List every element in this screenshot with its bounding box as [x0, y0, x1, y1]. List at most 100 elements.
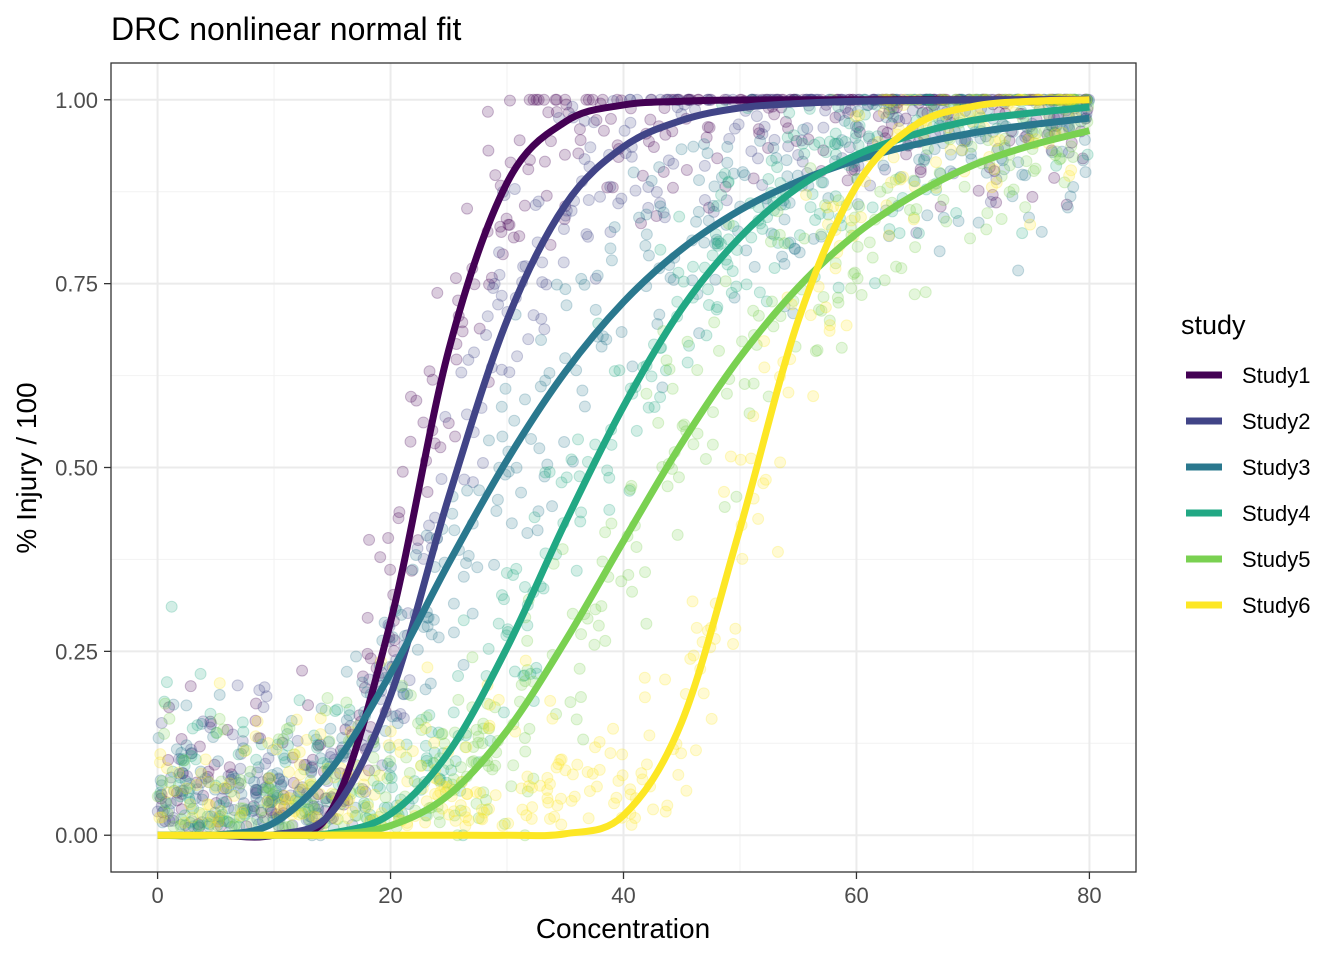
data-point — [267, 789, 280, 802]
data-point — [233, 811, 246, 824]
data-point — [804, 201, 817, 214]
data-point — [294, 783, 307, 796]
data-point — [277, 789, 290, 802]
data-point — [894, 173, 907, 186]
data-point — [612, 197, 625, 210]
data-point — [172, 779, 185, 792]
data-point — [604, 180, 617, 193]
data-point — [361, 647, 374, 660]
data-point — [223, 761, 236, 774]
data-point — [227, 770, 240, 783]
data-point — [753, 286, 766, 299]
data-point — [642, 249, 655, 262]
data-point — [454, 761, 467, 774]
data-point — [703, 121, 716, 134]
data-point — [745, 145, 758, 158]
data-point — [1030, 127, 1043, 140]
data-point — [220, 815, 233, 828]
data-point — [461, 484, 474, 497]
data-point — [736, 552, 749, 565]
data-point — [903, 203, 916, 216]
data-point — [298, 763, 311, 776]
data-point — [680, 784, 693, 797]
data-point — [364, 808, 377, 821]
data-point — [706, 249, 719, 262]
data-point — [247, 804, 260, 817]
data-point — [457, 614, 470, 627]
legend: study Study1 Study2 Study3 Study4 Study5 Stud… — [1181, 310, 1311, 618]
data-point — [213, 810, 226, 823]
data-point — [428, 746, 441, 759]
data-point — [807, 390, 820, 403]
data-point — [756, 178, 769, 191]
data-point — [264, 782, 277, 795]
data-point — [601, 464, 614, 477]
data-point — [400, 738, 413, 751]
data-point — [701, 120, 714, 133]
data-point — [625, 150, 638, 163]
data-point — [1061, 201, 1074, 214]
data-point — [459, 820, 472, 833]
data-point — [1003, 185, 1016, 198]
data-point — [215, 792, 228, 805]
data-point — [654, 200, 667, 213]
data-point — [475, 812, 488, 825]
data-point — [417, 416, 430, 429]
data-point — [734, 453, 747, 466]
data-point — [296, 783, 309, 796]
data-point — [234, 777, 247, 790]
data-point — [525, 812, 538, 825]
data-point — [356, 676, 369, 689]
data-point — [1067, 150, 1080, 163]
data-point — [271, 791, 284, 804]
data-point — [536, 256, 549, 269]
data-point — [866, 251, 879, 264]
data-point — [580, 228, 593, 241]
data-point — [833, 108, 846, 121]
data-point — [202, 776, 215, 789]
data-point — [518, 669, 531, 682]
data-point — [483, 278, 496, 291]
data-point — [582, 93, 595, 106]
data-point — [236, 716, 249, 729]
data-point — [507, 759, 520, 772]
data-point — [740, 278, 753, 291]
data-point — [238, 807, 251, 820]
data-point — [640, 208, 653, 221]
data-point — [210, 726, 223, 739]
data-point — [515, 782, 528, 795]
data-point — [201, 817, 214, 830]
data-point — [518, 199, 531, 212]
data-point — [291, 734, 304, 747]
data-point — [376, 759, 389, 772]
data-point — [986, 188, 999, 201]
data-point — [880, 111, 893, 124]
data-point — [691, 364, 704, 377]
data-point — [232, 748, 245, 761]
data-point — [314, 728, 327, 741]
data-point — [784, 236, 797, 249]
data-point — [252, 761, 265, 774]
data-point — [756, 222, 769, 235]
data-point — [382, 531, 395, 544]
data-point — [293, 808, 306, 821]
data-point — [535, 333, 548, 346]
data-point — [410, 394, 423, 407]
data-point — [770, 152, 783, 165]
data-point — [265, 795, 278, 808]
data-point — [715, 188, 728, 201]
data-point — [213, 799, 226, 812]
x-tick-label: 40 — [611, 883, 635, 908]
data-point — [899, 112, 912, 125]
data-point — [829, 257, 842, 270]
data-point — [543, 466, 556, 479]
data-point — [560, 98, 573, 111]
data-point — [364, 652, 377, 665]
data-point — [427, 613, 440, 626]
data-point — [213, 677, 226, 690]
data-point — [1053, 153, 1066, 166]
data-point — [202, 765, 215, 778]
data-point — [410, 549, 423, 562]
data-point — [226, 728, 239, 741]
data-point — [435, 473, 448, 486]
